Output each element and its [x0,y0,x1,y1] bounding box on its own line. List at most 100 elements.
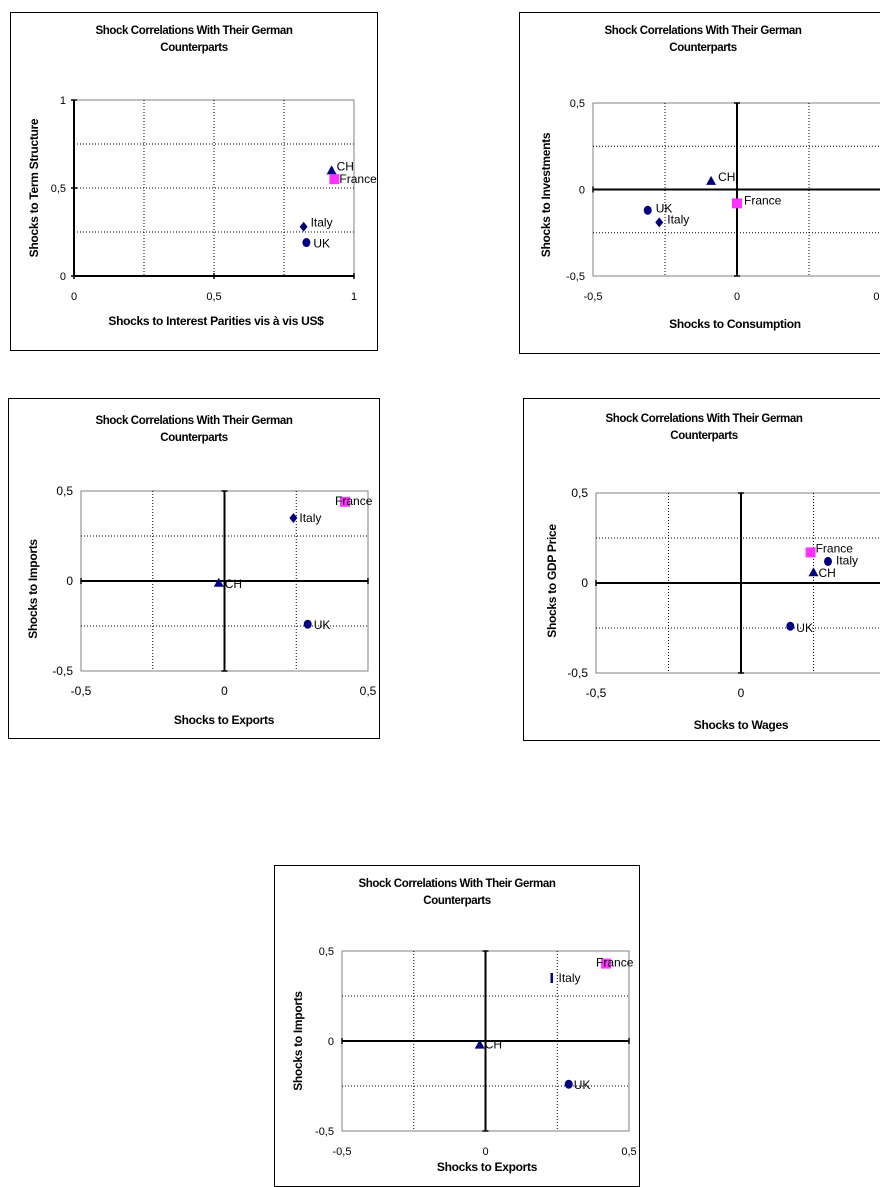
point-ch-label: CH [819,566,836,580]
x-tick-label: 0 [734,291,740,303]
x-axis-title: Shocks to Exports [174,713,275,727]
chart-title: Shock Correlations With Their German Cou… [275,876,639,910]
chart-title: Shock Correlations With Their German Cou… [520,23,880,57]
point-uk-label: UK [314,618,331,632]
point-ch-label: CH [485,1038,502,1052]
y-tick-label: 1 [60,95,66,107]
point-france-marker [732,198,742,209]
point-france-label: France [596,956,634,970]
x-tick-label: 0,5 [873,291,880,303]
point-france-label: France [816,541,854,555]
x-tick-label: -0,5 [333,1146,352,1158]
chart-panel-imports-exports-2: Shock Correlations With Their German Cou… [274,865,640,1187]
y-tick-label: -0,5 [566,271,585,283]
point-uk-label: UK [656,201,673,215]
point-ch-marker [474,1039,485,1049]
point-italy-marker [824,556,832,566]
chart-title-line-2: Counterparts [669,42,737,54]
point-ch-marker [706,175,717,185]
point-uk-marker [302,238,311,248]
x-tick-label: 0 [482,1146,488,1158]
chart-title-line-2: Counterparts [670,430,738,442]
chart-title-line-1: Shock Correlations With Their German [358,878,556,890]
point-italy-marker [655,217,664,228]
chart-panel-gdp-price: Shock Correlations With Their German Cou… [523,398,880,741]
x-tick-label: 1 [351,291,357,303]
point-ch-label: CH [225,577,242,591]
point-france-marker [340,496,351,507]
chart-title: Shock Correlations With Their German Cou… [9,413,379,447]
point-italy-label: Italy [311,216,333,230]
chart-title-line-1: Shock Correlations With Their German [95,415,293,427]
x-axis-title: Shocks to Exports [437,1160,538,1174]
chart-panel-term-structure: Shock Correlations With Their German Cou… [10,12,378,351]
chart-title: Shock Correlations With Their German Cou… [11,23,377,57]
y-axis-title: Shocks to Investments [539,132,553,257]
y-tick-label: 0 [328,1036,334,1048]
y-tick-label: 0,5 [570,98,585,110]
point-france-marker [329,174,340,185]
x-tick-label: 0 [71,291,77,303]
y-tick-label: -0,5 [315,1126,334,1138]
chart-title-line-1: Shock Correlations With Their German [95,25,293,37]
y-tick-label: 0,5 [571,486,588,500]
point-france-label: France [339,172,377,186]
y-tick-label: 0,5 [56,484,73,498]
y-tick-label: 0 [579,185,585,197]
y-tick-label: -0,5 [52,664,73,678]
y-tick-label: 0 [66,574,73,588]
chart-title-line-2: Counterparts [423,895,491,907]
x-axis-title: Shocks to Wages [694,718,789,732]
point-france-label: France [335,494,373,508]
x-tick-label: 0,5 [360,684,377,698]
point-italy-label: Italy [559,971,581,985]
x-tick-label: -0,5 [584,291,603,303]
y-axis-title: Shocks to Imports [26,539,40,639]
point-ch-marker [326,165,337,175]
scatter-plot: -0,5 0 0,5 -0,5 0 0,5 Shocks to Exports Shocks … [291,946,637,1174]
y-tick-label: 0,5 [319,946,334,958]
y-tick-label: 0 [581,576,588,590]
x-tick-label: 0 [738,686,745,700]
point-uk-label: UK [796,621,813,635]
point-italy-label: Italy [667,212,689,226]
chart-panel-investments: Shock Correlations With Their German Cou… [519,12,880,354]
point-ch-marker [808,567,819,577]
point-italy-marker [299,221,308,232]
point-uk-marker [643,205,652,215]
point-uk-marker [303,619,312,629]
point-italy-marker [550,973,554,983]
x-axis-title: Shocks to Interest Parities vis à vis US… [108,314,324,328]
point-uk-marker [564,1079,573,1089]
chart-panel-imports-exports: Shock Correlations With Their German Cou… [8,398,380,739]
point-france-marker [601,958,612,969]
point-ch-label: CH [718,170,735,184]
y-tick-label: -0,5 [567,666,588,680]
x-tick-label: 0 [221,684,228,698]
y-tick-label: 0,5 [51,183,66,195]
y-axis-title: Shocks to GDP Price [545,524,559,638]
x-tick-label: 0,5 [206,291,221,303]
point-italy-marker [289,513,298,523]
y-axis-title: Shocks to Imports [291,991,305,1091]
chart-title-line-2: Counterparts [160,42,228,54]
point-italy-label: Italy [299,511,321,525]
chart-title-line-2: Counterparts [160,432,228,444]
scatter-plot: 0 0,5 1 0 0,5 1 Shocks to Interest Parities vi… [27,95,377,328]
x-tick-label: -0,5 [71,684,92,698]
chart-title-line-1: Shock Correlations With Their German [605,413,803,425]
scatter-plot: -0,5 0 0,5 -0,5 0 0,5 Shocks to Consumption Sho… [539,98,880,331]
y-axis-title: Shocks to Term Structure [27,118,41,257]
scatter-plot: -0,5 0 0,5 -0,5 0 0,5 Shocks to Exports Shocks … [26,484,377,727]
chart-title-line-1: Shock Correlations With Their German [604,25,802,37]
point-france-marker [805,547,816,558]
point-uk-label: UK [313,237,330,251]
y-tick-label: 0 [60,271,66,283]
point-italy-label: Italy [836,553,858,567]
x-tick-label: 0,5 [621,1146,636,1158]
point-ch-marker [213,577,224,587]
point-uk-marker [786,621,795,631]
point-ch-label: CH [337,159,354,173]
point-uk-label: UK [574,1078,591,1092]
